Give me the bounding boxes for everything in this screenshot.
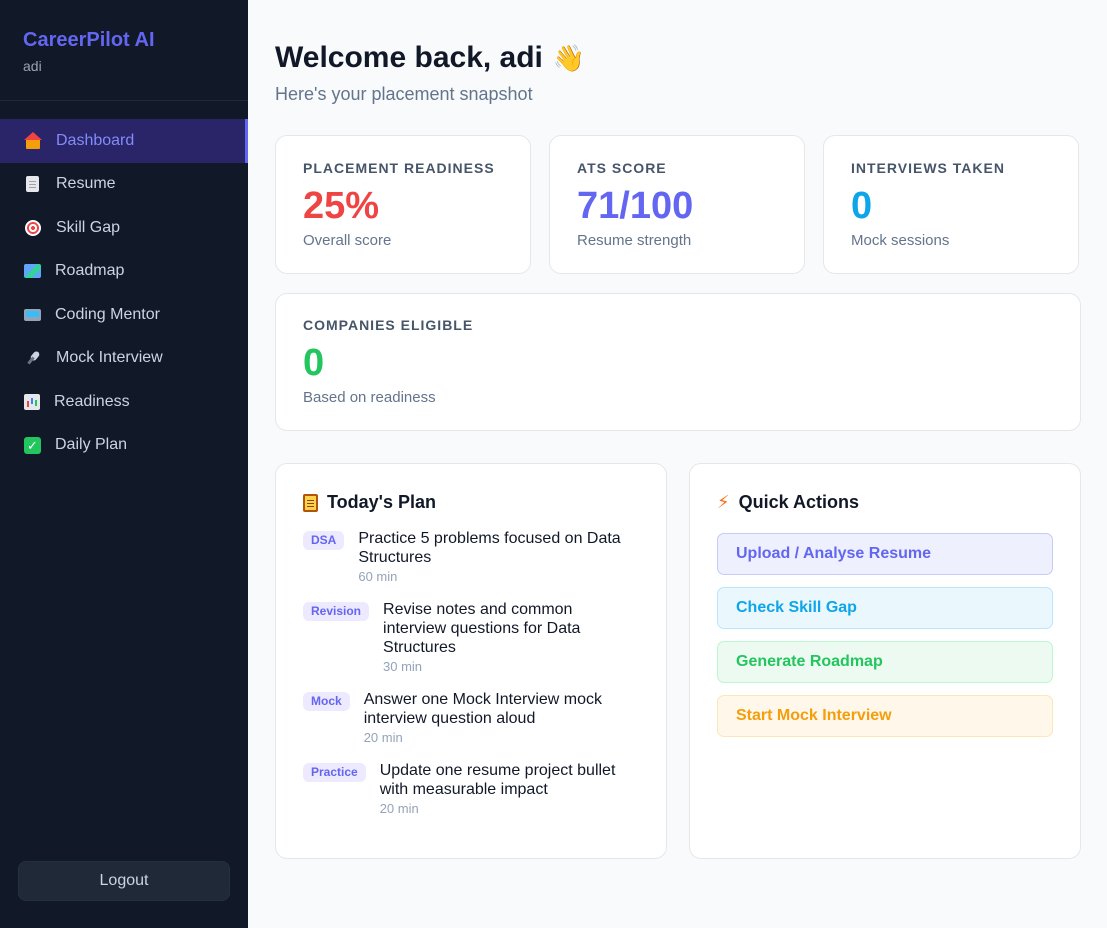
stat-caption: Overall score xyxy=(303,232,392,249)
plan-list: DSA Practice 5 problems focused on Data … xyxy=(303,529,639,816)
todays-plan-panel: Today's Plan DSA Practice 5 problems foc… xyxy=(275,463,667,859)
stat-card-ats-score: ATS Score 71/100 Resume strength xyxy=(549,135,805,274)
stat-caption: Resume strength xyxy=(577,232,692,249)
stat-card-companies-eligible: Companies Eligible 0 Based on readiness xyxy=(275,293,1081,431)
stat-label: Companies Eligible xyxy=(303,317,474,333)
checkmark-icon: ✓ xyxy=(24,436,41,454)
action-list: Upload / Analyse Resume Check Skill Gap … xyxy=(717,533,1053,737)
stats-row: Placement Readiness 25% Overall score AT… xyxy=(275,135,1081,274)
stat-label: Interviews Taken xyxy=(851,160,1005,176)
plan-task: Answer one Mock Interview mock interview… xyxy=(363,691,602,727)
list-item: Revision Revise notes and common intervi… xyxy=(303,600,639,674)
sidebar-item-label: Mock Interview xyxy=(56,349,163,367)
document-icon xyxy=(26,176,39,193)
panel-title-text: Quick Actions xyxy=(738,492,859,512)
stat-caption: Mock sessions xyxy=(851,232,950,249)
sidebar-item-readiness[interactable]: Readiness xyxy=(0,380,248,424)
bar-chart-icon xyxy=(24,393,40,410)
upload-analyse-resume-button[interactable]: Upload / Analyse Resume xyxy=(717,533,1053,575)
clipboard-icon xyxy=(303,493,318,512)
sidebar-item-label: Readiness xyxy=(54,392,130,410)
sidebar-nav: Dashboard Resume Skill Gap Roadmap Codin… xyxy=(0,101,248,467)
sidebar-item-daily-plan[interactable]: ✓ Daily Plan xyxy=(0,424,248,468)
stat-caption: Based on readiness xyxy=(303,389,436,406)
sidebar-item-label: Roadmap xyxy=(55,262,125,280)
plan-tag: Mock xyxy=(303,692,350,711)
sidebar-item-label: Daily Plan xyxy=(55,436,128,454)
sidebar-item-coding-mentor[interactable]: Coding Mentor xyxy=(0,293,248,337)
sidebar-item-label: Dashboard xyxy=(56,131,135,149)
map-icon xyxy=(24,264,41,279)
plan-task: Practice 5 problems focused on Data Stru… xyxy=(358,530,621,566)
stat-label: Placement Readiness xyxy=(303,160,495,176)
stat-value: 25% xyxy=(303,185,380,227)
home-icon xyxy=(24,131,42,150)
plan-tag: DSA xyxy=(303,531,345,550)
panel-title: Today's Plan xyxy=(303,492,639,513)
stat-value: 0 xyxy=(303,342,325,384)
sidebar-item-resume[interactable]: Resume xyxy=(0,163,248,207)
main-content: Welcome back, adi 👋 Here's your placemen… xyxy=(248,0,1107,928)
sidebar-item-skill-gap[interactable]: Skill Gap xyxy=(0,206,248,250)
stat-card-placement-readiness: Placement Readiness 25% Overall score xyxy=(275,135,531,274)
check-skill-gap-button[interactable]: Check Skill Gap xyxy=(717,587,1053,629)
list-item: DSA Practice 5 problems focused on Data … xyxy=(303,529,639,584)
sidebar: CareerPilot AI adi Dashboard Resume Skil… xyxy=(0,0,248,928)
lightning-icon: ⚡ xyxy=(717,492,730,512)
page-subtitle: Here's your placement snapshot xyxy=(275,84,533,104)
plan-duration: 20 min xyxy=(379,801,419,816)
waving-hand-icon: 👋 xyxy=(552,43,586,73)
panel-title: ⚡ Quick Actions xyxy=(717,492,1053,513)
list-item: Practice Update one resume project bulle… xyxy=(303,761,639,816)
list-item: Mock Answer one Mock Interview mock inte… xyxy=(303,690,639,745)
stat-value: 0 xyxy=(851,185,873,227)
sidebar-item-roadmap[interactable]: Roadmap xyxy=(0,250,248,294)
sidebar-item-label: Coding Mentor xyxy=(55,305,160,323)
microphone-icon xyxy=(24,349,42,367)
plan-duration: 30 min xyxy=(383,659,423,674)
stat-label: ATS Score xyxy=(577,160,667,176)
plan-task: Revise notes and common interview questi… xyxy=(383,601,581,656)
sidebar-item-label: Skill Gap xyxy=(56,218,121,236)
laptop-icon xyxy=(24,308,41,321)
sidebar-item-mock-interview[interactable]: Mock Interview xyxy=(0,337,248,381)
page-title: Welcome back, adi 👋 xyxy=(275,40,1081,76)
plan-tag: Practice xyxy=(303,763,366,782)
brand: CareerPilot AI adi xyxy=(0,0,248,101)
panel-title-text: Today's Plan xyxy=(327,492,436,512)
stat-card-interviews-taken: Interviews Taken 0 Mock sessions xyxy=(823,135,1079,274)
brand-username: adi xyxy=(23,58,42,74)
plan-tag: Revision xyxy=(303,602,370,621)
stat-value: 71/100 xyxy=(577,185,694,227)
plan-duration: 20 min xyxy=(363,730,403,745)
target-icon xyxy=(25,219,41,236)
plan-task: Update one resume project bullet with me… xyxy=(379,762,616,798)
plan-duration: 60 min xyxy=(358,569,398,584)
brand-title: CareerPilot AI xyxy=(23,29,155,51)
logout-button[interactable]: Logout xyxy=(18,861,230,901)
start-mock-interview-button[interactable]: Start Mock Interview xyxy=(717,695,1053,737)
page-title-text: Welcome back, adi xyxy=(275,41,543,74)
quick-actions-panel: ⚡ Quick Actions Upload / Analyse Resume … xyxy=(689,463,1081,859)
bottom-panels: Today's Plan DSA Practice 5 problems foc… xyxy=(275,463,1081,859)
sidebar-item-dashboard[interactable]: Dashboard xyxy=(0,119,248,163)
sidebar-item-label: Resume xyxy=(56,175,116,193)
generate-roadmap-button[interactable]: Generate Roadmap xyxy=(717,641,1053,683)
